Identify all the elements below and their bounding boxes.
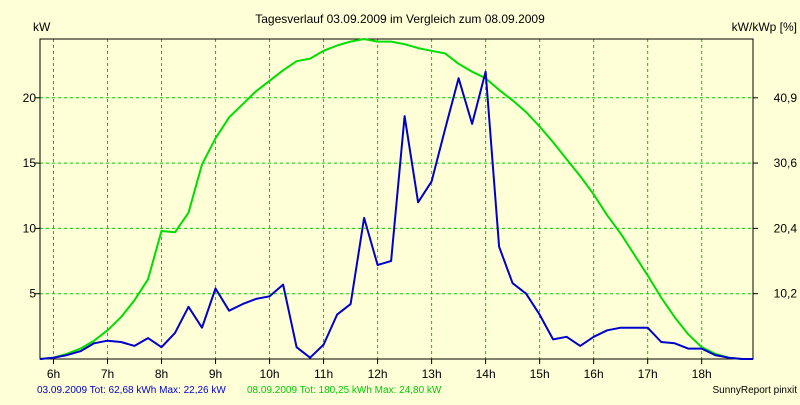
grid-layer (40, 39, 753, 359)
right-axis-unit-label: kW/kWp [%] (732, 20, 797, 34)
x-tick-label: 12h (368, 367, 388, 381)
x-tick-label: 9h (209, 367, 222, 381)
y-right-tick-label: 40,9 (774, 91, 798, 105)
brand-footer: SunnyReport pinxit (713, 385, 798, 396)
x-tick-label: 10h (260, 367, 280, 381)
series-line-08-09-2009 (39, 38, 753, 360)
y-right-tick-label: 10,2 (774, 287, 798, 301)
y-left-tick-label: 10 (23, 221, 37, 235)
x-tick-label: 8h (155, 367, 168, 381)
series-line-03-09-2009 (39, 70, 753, 360)
legend-series-1: 03.09.2009 Tot: 62,68 kWh Max: 22,26 kW (37, 385, 226, 396)
x-tick-label: 6h (47, 367, 60, 381)
plot-area-frame (39, 38, 754, 360)
x-tick-label: 7h (101, 367, 114, 381)
series-layer (39, 38, 753, 360)
x-tick-label: 18h (692, 367, 712, 381)
x-tick-label: 17h (638, 367, 658, 381)
y-left-tick-label: 20 (23, 91, 37, 105)
x-tick-label: 11h (314, 367, 333, 381)
y-right-tick-label: 30,6 (774, 156, 798, 170)
x-tick-label: 13h (422, 367, 442, 381)
y-left-tick-label: 5 (29, 287, 36, 301)
legend-series-2: 08.09.2009 Tot: 180,25 kWh Max: 24,80 kW (247, 385, 442, 396)
x-tick-label: 14h (476, 367, 496, 381)
y-right-tick-label: 20,4 (774, 221, 798, 235)
x-tick-label: 16h (584, 367, 604, 381)
x-tick-label: 15h (530, 367, 550, 381)
chart-title: Tagesverlauf 03.09.2009 im Vergleich zum… (255, 12, 545, 26)
y-left-tick-label: 15 (23, 156, 37, 170)
left-axis-unit-label: kW (33, 20, 51, 34)
axis-layer: 6h 7h 8h 9h 10h 11h 12h 13h 14h 15h 16h 17h 18h 5 10,2… (23, 91, 798, 381)
